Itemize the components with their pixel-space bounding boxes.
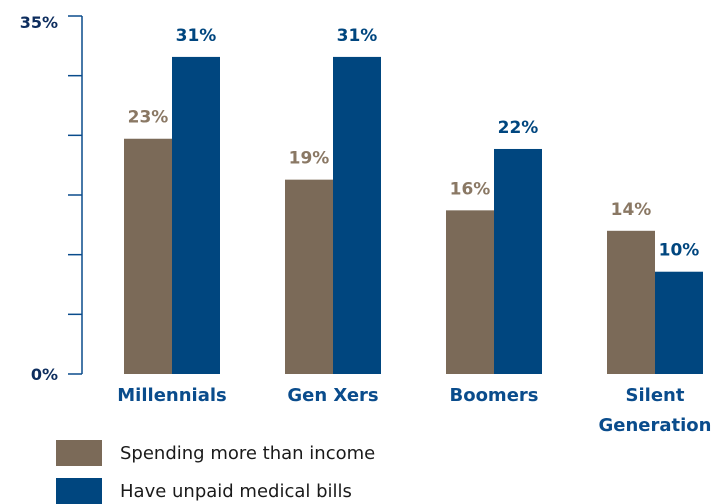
legend-swatch-medical [56,478,102,504]
category-label-3: Silent [626,385,685,406]
bar-1-1 [333,56,381,375]
legend-label-medical: Have unpaid medical bills [120,480,352,502]
legend-swatch-spending [56,440,102,466]
bar-0-1 [285,179,333,374]
category-label-1: Gen Xers [287,385,378,406]
legend-item-medical: Have unpaid medical bills [56,478,352,504]
bar-1-0 [172,56,220,375]
data-label-0-2: 16% [450,179,491,199]
bars [124,56,703,375]
bar-1-3 [655,271,703,374]
bar-0-3 [607,230,655,374]
category-label-2: Boomers [449,385,538,406]
data-label-1-3: 10% [659,241,700,261]
category-labels: Millennials Gen Xers Boomers Silent Generati… [117,385,711,436]
y-axis: 0% 35% [20,13,83,384]
data-label-1-0: 31% [176,26,217,46]
category-label-0: Millennials [117,385,226,406]
y-tick-label-min: 0% [31,365,58,384]
bar-0-0 [124,138,172,374]
legend-item-spending: Spending more than income [56,440,375,466]
data-label-0-0: 23% [128,108,169,128]
data-label-1-2: 22% [498,118,539,138]
bar-1-2 [494,148,542,374]
legend-label-spending: Spending more than income [120,442,376,464]
category-label-3: Generation [599,415,712,436]
y-tick-label-max: 35% [20,13,58,32]
bar-0-2 [446,210,494,374]
data-labels: 23% 31% 19% 31% 16% 22% 14% 10% [128,26,700,261]
data-label-1-1: 31% [337,26,378,46]
data-label-0-3: 14% [611,200,652,220]
data-label-0-1: 19% [289,149,330,169]
